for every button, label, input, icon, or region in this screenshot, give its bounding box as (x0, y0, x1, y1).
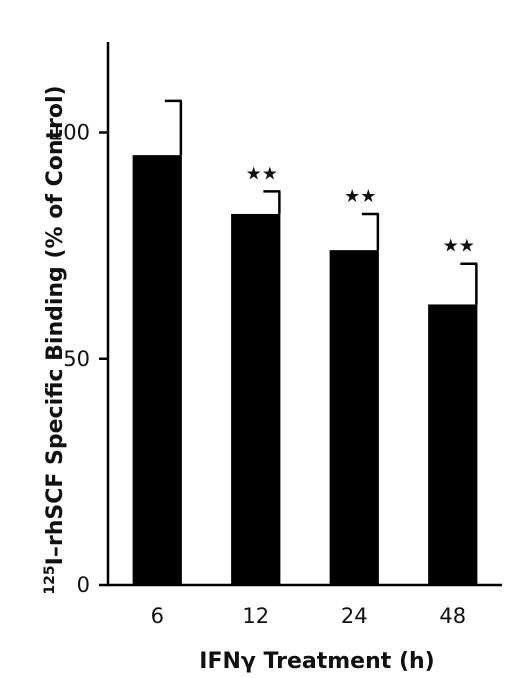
y-tick-label: 0 (77, 573, 90, 597)
y-axis-ticks: 0 50 100 (50, 121, 108, 597)
error-bars (164, 99, 478, 305)
significance-marker-48: ★★ (443, 236, 475, 257)
bar-6 (132, 155, 182, 585)
x-tick-label: 6 (151, 604, 164, 628)
y-axis-title-superscript: 125 (42, 565, 58, 594)
significance-markers: ★★ ★★ ★★ (246, 163, 475, 256)
bars (132, 155, 478, 585)
x-tick-label: 24 (341, 604, 368, 628)
x-tick-label: 48 (439, 604, 466, 628)
significance-marker-12: ★★ (246, 163, 278, 184)
y-axis-title-text: I–rhSCF Specific Binding (% of Control) (43, 85, 68, 565)
x-axis-title: IFNγ Treatment (h) (199, 649, 434, 674)
x-tick-label: 12 (242, 604, 269, 628)
y-tick-label: 50 (63, 347, 90, 371)
bar-48 (428, 304, 478, 585)
y-axis-title: 125I–rhSCF Specific Binding (% of Contro… (42, 85, 68, 594)
y-tick-label: 100 (50, 121, 90, 145)
svg-text:125I–rhSCF Specific Binding (%: 125I–rhSCF Specific Binding (% of Contro… (42, 85, 68, 594)
bar-24 (329, 250, 379, 585)
bar-12 (231, 213, 281, 585)
x-axis-ticks: 6 12 24 48 (151, 604, 467, 628)
significance-marker-24: ★★ (344, 186, 376, 207)
